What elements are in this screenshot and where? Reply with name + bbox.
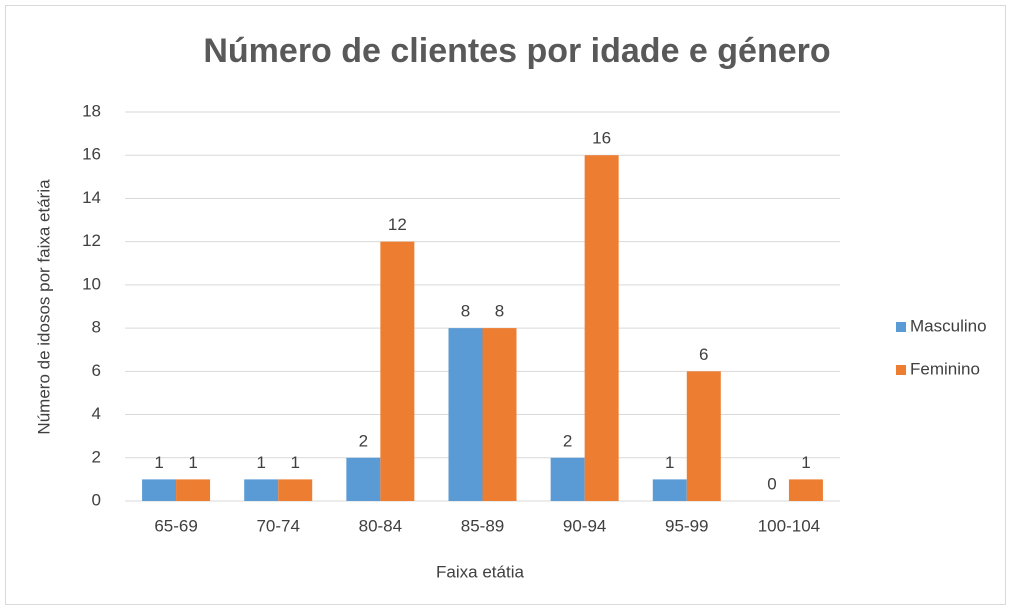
legend-label: Masculino xyxy=(910,316,987,335)
chart-frame xyxy=(5,5,1006,605)
bar xyxy=(142,479,177,501)
x-tick-label: 85-89 xyxy=(461,516,504,535)
data-label: 1 xyxy=(188,453,197,472)
data-label: 1 xyxy=(154,453,163,472)
x-axis-label: Faixa etátia xyxy=(436,562,524,581)
y-tick-label: 12 xyxy=(82,231,101,250)
data-label: 1 xyxy=(801,453,810,472)
bar xyxy=(788,479,823,501)
y-tick-label: 10 xyxy=(82,274,101,293)
data-label: 16 xyxy=(592,129,611,148)
x-tick-label: 90-94 xyxy=(563,516,606,535)
data-label: 1 xyxy=(665,453,674,472)
bar xyxy=(550,457,585,501)
x-tick-label: 70-74 xyxy=(256,516,299,535)
y-tick-label: 6 xyxy=(92,361,101,380)
data-label: 0 xyxy=(767,474,776,493)
bar xyxy=(278,479,313,501)
bar xyxy=(346,457,381,501)
bar xyxy=(686,371,721,501)
y-axis-label: Número de idosos por faixa etária xyxy=(34,179,53,435)
data-label: 6 xyxy=(699,345,708,364)
data-label: 2 xyxy=(563,431,572,450)
y-tick-label: 0 xyxy=(92,490,101,509)
legend-swatch xyxy=(896,365,906,375)
legend-swatch xyxy=(896,322,906,332)
data-label: 8 xyxy=(461,302,470,321)
legend-label: Feminino xyxy=(910,359,980,378)
y-tick-label: 14 xyxy=(82,188,101,207)
chart-title: Número de clientes por idade e género xyxy=(203,32,830,70)
data-label: 12 xyxy=(388,215,407,234)
bar xyxy=(176,479,211,501)
y-tick-label: 16 xyxy=(82,145,101,164)
x-tick-label: 80-84 xyxy=(359,516,402,535)
y-tick-label: 4 xyxy=(92,404,101,423)
bar xyxy=(584,155,619,501)
data-label: 1 xyxy=(256,453,265,472)
data-label: 2 xyxy=(359,431,368,450)
bar xyxy=(652,479,687,501)
bar xyxy=(244,479,279,501)
x-tick-label: 65-69 xyxy=(154,516,197,535)
data-label: 8 xyxy=(495,302,504,321)
y-tick-label: 8 xyxy=(92,318,101,337)
bar xyxy=(380,241,415,501)
x-tick-label: 95-99 xyxy=(665,516,708,535)
y-tick-label: 2 xyxy=(92,447,101,466)
bar xyxy=(448,328,483,501)
bar xyxy=(482,328,517,501)
data-label: 1 xyxy=(290,453,299,472)
y-tick-label: 18 xyxy=(82,101,101,120)
x-tick-label: 100-104 xyxy=(758,516,820,535)
